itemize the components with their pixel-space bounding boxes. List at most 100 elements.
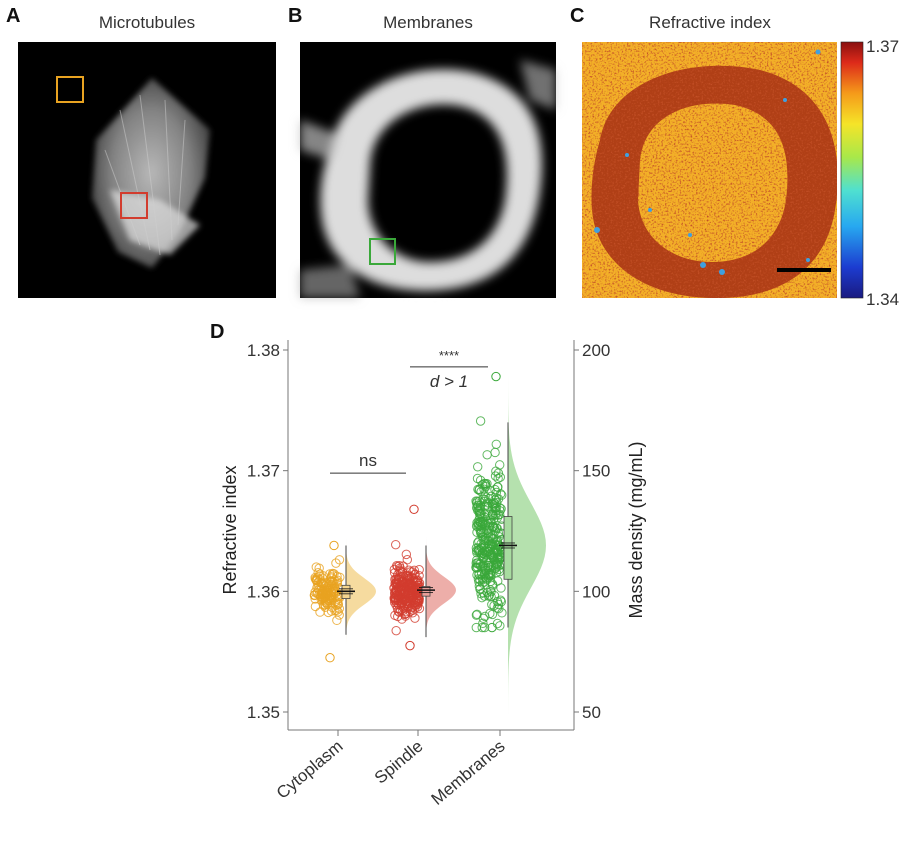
data-point (487, 502, 497, 512)
data-point (490, 499, 500, 509)
data-point (496, 504, 506, 514)
data-point (497, 608, 507, 618)
data-point (473, 484, 483, 495)
data-point (391, 590, 402, 600)
x-ticks: Cytoplasm Spindle Membranes (273, 730, 509, 809)
y-axis-label-right: Mass density (mg/mL) (626, 441, 646, 618)
data-point (475, 575, 485, 585)
data-point (320, 577, 331, 587)
data-point (405, 579, 415, 589)
data-point (474, 581, 485, 591)
data-point (391, 625, 401, 636)
data-point (310, 594, 320, 604)
data-point (479, 591, 490, 601)
y-tick-label-right: 50 (582, 703, 601, 722)
data-point (479, 484, 489, 494)
y-ticks-left: 1.35 1.36 1.37 1.38 (247, 341, 288, 722)
roi-box-membranes (369, 238, 396, 265)
data-point (322, 581, 333, 592)
data-point (406, 602, 417, 613)
violin-spindle (426, 537, 456, 644)
data-point (480, 563, 490, 573)
violin-cytoplasm (346, 538, 376, 645)
data-point (486, 517, 496, 527)
data-point (491, 558, 502, 568)
box-spindle (421, 586, 431, 597)
data-point (326, 576, 336, 586)
data-point (310, 601, 321, 612)
data-point (487, 509, 498, 520)
y-tick-label-right: 150 (582, 462, 610, 481)
data-point (475, 525, 485, 535)
spindle-shape (92, 78, 210, 268)
data-point (495, 489, 506, 499)
y-tick-label-left: 1.37 (247, 462, 280, 481)
data-point (400, 592, 411, 602)
data-point (413, 575, 423, 585)
data-point (335, 572, 345, 582)
data-point (472, 473, 483, 484)
y-axis-label-left: Refractive index (220, 465, 240, 594)
panel-b: B Membranes (288, 5, 556, 298)
data-point (315, 607, 325, 617)
panel-letter-b: B (288, 5, 302, 27)
data-point (474, 515, 484, 525)
data-point (473, 502, 483, 513)
panel-letter-d: D (210, 321, 224, 343)
data-point (473, 462, 483, 472)
data-point (493, 468, 504, 478)
data-point (393, 611, 403, 622)
data-point (314, 563, 324, 573)
roi-box-cytoplasm (56, 76, 84, 103)
data-point (318, 571, 329, 581)
data-point (487, 499, 498, 509)
data-point (395, 566, 405, 577)
data-point (474, 496, 485, 506)
data-point (473, 558, 484, 568)
data-point (400, 585, 411, 596)
data-point (487, 622, 497, 633)
data-point (404, 593, 415, 603)
data-point (394, 561, 405, 571)
data-point (332, 597, 343, 607)
colorbar-min-label: 1.34 (866, 290, 899, 309)
data-point (334, 555, 345, 565)
data-point (487, 581, 498, 591)
data-point (412, 588, 422, 598)
y-tick-label-left: 1.38 (247, 341, 280, 360)
panel-c: C Refractive index 1.37 1.34 (570, 5, 899, 309)
data-point (477, 573, 488, 583)
data-point (332, 615, 342, 626)
data-point (481, 480, 491, 490)
data-point (494, 564, 504, 575)
effect-size-label: d > 1 (430, 372, 468, 391)
data-point (480, 611, 490, 622)
data-point (495, 460, 505, 470)
data-point (392, 570, 403, 580)
data-point (497, 490, 507, 500)
panel-title-b: Membranes (383, 13, 473, 32)
data-point (491, 567, 502, 578)
data-point (402, 555, 413, 565)
data-point (471, 543, 482, 553)
data-point (490, 563, 501, 574)
data-point (328, 583, 338, 593)
data-point (409, 504, 419, 514)
data-point (471, 562, 481, 572)
violin-membranes (508, 376, 546, 715)
data-point (483, 563, 493, 573)
data-point (402, 575, 412, 586)
data-point (475, 475, 486, 486)
data-point (490, 557, 500, 567)
data-point (480, 535, 490, 546)
data-point (487, 609, 498, 620)
data-point (326, 597, 336, 608)
data-point (403, 580, 414, 590)
membrane-ring (300, 60, 556, 298)
data-point (391, 579, 401, 590)
box-layer (337, 422, 517, 638)
data-point (474, 544, 484, 555)
panel-d: D 1.35 1.36 1.37 1.38 50 100 150 200 Cytoplasm… (210, 321, 646, 809)
data-point (490, 447, 500, 458)
